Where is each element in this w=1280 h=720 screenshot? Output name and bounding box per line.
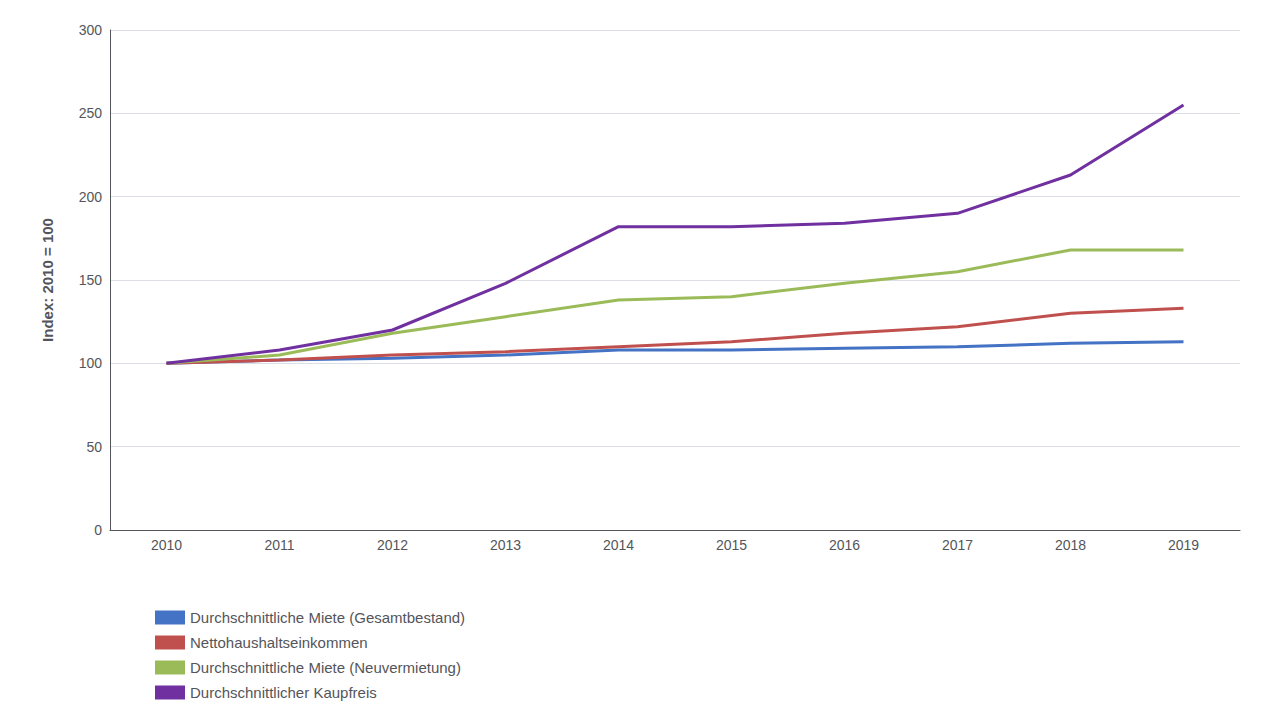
svg-text:Nettohaushaltseinkommen: Nettohaushaltseinkommen: [190, 634, 368, 651]
svg-text:2010: 2010: [151, 537, 182, 553]
svg-text:2016: 2016: [829, 537, 860, 553]
svg-text:Durchschnittliche Miete (Neuve: Durchschnittliche Miete (Neuvermietung): [190, 659, 461, 676]
svg-text:2015: 2015: [716, 537, 747, 553]
svg-text:200: 200: [79, 189, 103, 205]
svg-text:2012: 2012: [377, 537, 408, 553]
svg-text:150: 150: [79, 272, 103, 288]
svg-text:2017: 2017: [942, 537, 973, 553]
svg-text:2019: 2019: [1168, 537, 1199, 553]
svg-text:2018: 2018: [1055, 537, 1086, 553]
svg-text:2013: 2013: [490, 537, 521, 553]
svg-text:0: 0: [94, 522, 102, 538]
svg-text:300: 300: [79, 22, 103, 38]
svg-text:Durchschnittlicher Kaupfreis: Durchschnittlicher Kaupfreis: [190, 684, 377, 701]
svg-text:250: 250: [79, 105, 103, 121]
svg-text:100: 100: [79, 355, 103, 371]
svg-text:Index: 2010 = 100: Index: 2010 = 100: [39, 218, 56, 342]
svg-text:2014: 2014: [603, 537, 634, 553]
svg-text:2011: 2011: [264, 537, 294, 553]
svg-text:Durchschnittliche Miete (Gesam: Durchschnittliche Miete (Gesamtbestand): [190, 609, 465, 626]
svg-text:50: 50: [86, 439, 102, 455]
